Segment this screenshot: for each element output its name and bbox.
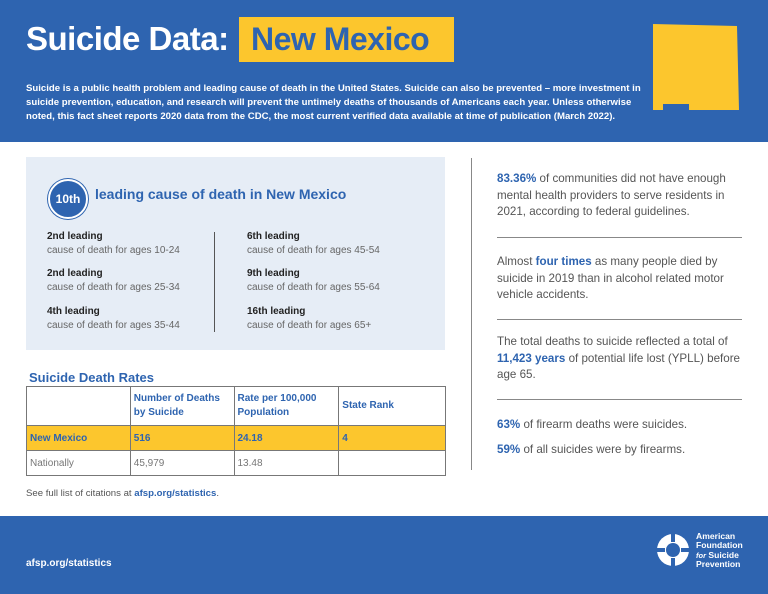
- table-header-cell: [26, 386, 131, 426]
- table-cell: 45,979: [129, 450, 235, 476]
- state-title: New Mexico: [251, 21, 430, 57]
- stat-divider: [497, 319, 742, 320]
- column-divider: [471, 158, 472, 470]
- stat-text: of communities did not have enough menta…: [497, 172, 726, 218]
- cause-item: 9th leading cause of death for ages 55-6…: [247, 267, 380, 295]
- cause-item-subtitle: cause of death for ages 25-34: [47, 282, 180, 293]
- stat-four-times: Almost four times as many people died by…: [497, 254, 749, 304]
- stat-text: as many people died by suicide in 2019 t…: [497, 255, 724, 301]
- table-cell: 13.48: [233, 450, 340, 476]
- cause-item-subtitle: cause of death for ages 65+: [247, 320, 372, 331]
- cause-item-subtitle: cause of death for ages 45-54: [247, 245, 380, 256]
- footer-link[interactable]: afsp.org/statistics: [26, 558, 112, 569]
- panel-divider: [214, 232, 215, 332]
- stat-divider: [497, 399, 742, 400]
- intro-paragraph: Suicide is a public health problem and l…: [26, 83, 641, 122]
- cause-item: 2nd leading cause of death for ages 25-3…: [47, 267, 180, 295]
- logo-line: Prevention: [696, 559, 741, 570]
- citation-link[interactable]: afsp.org/statistics: [134, 488, 217, 499]
- stat-providers: 83.36% of communities did not have enoug…: [497, 171, 749, 221]
- cause-item-subtitle: cause of death for ages 35-44: [47, 320, 180, 331]
- table-row: New Mexico 516 24.18 4: [26, 425, 446, 451]
- stat-emphasis: 59%: [497, 443, 521, 456]
- afsp-logo-text: American Foundation for Suicide Preventi…: [696, 531, 743, 570]
- afsp-lifebuoy-logo-icon: [657, 534, 689, 566]
- stat-text: The total deaths to suicide reflected a …: [497, 335, 728, 348]
- cause-item-title: 9th leading: [247, 268, 300, 279]
- cause-item-subtitle: cause of death for ages 10-24: [47, 245, 180, 256]
- logo-line: American: [696, 531, 736, 541]
- cause-item-title: 6th leading: [247, 231, 300, 242]
- footer-banner: [0, 516, 768, 594]
- rates-table: Number of Deaths by Suicide Rate per 100…: [26, 386, 446, 476]
- table-header-cell: Rate per 100,000 Population: [233, 386, 340, 426]
- stat-text: of firearm deaths were suicides.: [520, 418, 688, 431]
- rank-badge: 10th: [48, 179, 88, 219]
- stat-firearm-deaths: 63% of firearm deaths were suicides.: [497, 417, 749, 434]
- cause-item-title: 2nd leading: [47, 231, 103, 242]
- cause-panel: [26, 157, 445, 350]
- stat-text: Almost: [497, 255, 536, 268]
- citation-text: See full list of citations at: [26, 488, 135, 499]
- logo-line: Suicide: [708, 549, 739, 560]
- stat-divider: [497, 237, 742, 238]
- stat-text: of all suicides were by firearms.: [520, 443, 686, 456]
- page-title: Suicide Data:: [26, 20, 229, 57]
- citation-suffix: .: [216, 488, 220, 499]
- state-title-box: New Mexico: [239, 17, 454, 62]
- table-header-cell: Number of Deaths by Suicide: [129, 386, 235, 426]
- table-cell: [338, 450, 446, 476]
- table-cell: 4: [338, 425, 446, 451]
- rates-title: Suicide Death Rates: [29, 370, 154, 385]
- stat-text: of potential life lost (YPLL) before age…: [497, 351, 741, 382]
- cause-item-title: 2nd leading: [47, 268, 103, 279]
- cause-item: 16th leading cause of death for ages 65+: [247, 305, 371, 333]
- cause-item-title: 4th leading: [47, 306, 100, 317]
- cause-heading: leading cause of death in New Mexico: [95, 186, 347, 202]
- table-cell: 24.18: [233, 425, 340, 451]
- stat-firearm-suicides: 59% of all suicides were by firearms.: [497, 442, 749, 459]
- logo-line: Foundation: [696, 540, 743, 551]
- table-row: Nationally 45,979 13.48: [26, 450, 446, 476]
- citation-note: See full list of citations at afsp.org/s…: [26, 488, 219, 499]
- table-header-cell: State Rank: [338, 386, 446, 426]
- cause-item: 2nd leading cause of death for ages 10-2…: [47, 230, 180, 258]
- stat-emphasis: 83.36%: [497, 172, 537, 185]
- cause-item-title: 16th leading: [247, 306, 306, 317]
- logo-line: for: [696, 550, 706, 560]
- cause-item-subtitle: cause of death for ages 55-64: [247, 282, 380, 293]
- table-cell: 516: [129, 425, 235, 451]
- new-mexico-map-icon: [653, 24, 739, 110]
- table-header-row: Number of Deaths by Suicide Rate per 100…: [26, 386, 446, 426]
- cause-item: 6th leading cause of death for ages 45-5…: [247, 230, 380, 258]
- stat-emphasis: four times: [535, 255, 592, 268]
- stat-emphasis: 11,423 years: [497, 351, 566, 365]
- stat-ypll: The total deaths to suicide reflected a …: [497, 334, 749, 384]
- cause-item: 4th leading cause of death for ages 35-4…: [47, 305, 180, 333]
- table-cell: New Mexico: [26, 425, 131, 451]
- table-cell: Nationally: [26, 450, 131, 476]
- stat-emphasis: 63%: [497, 418, 521, 431]
